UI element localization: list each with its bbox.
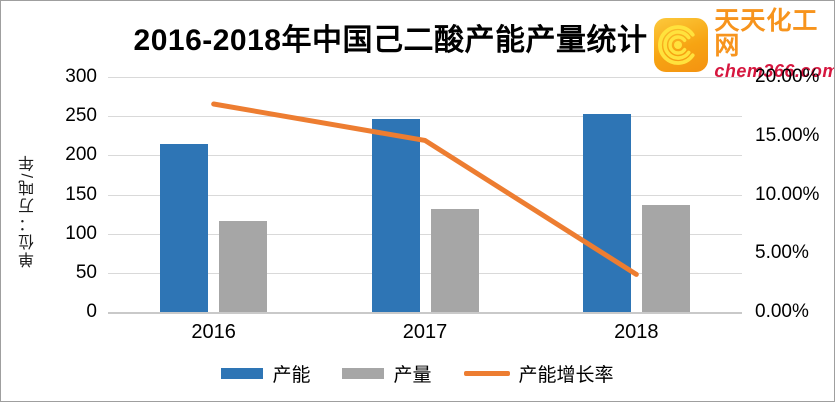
x-axis-label: 2018 bbox=[614, 321, 659, 343]
title-row: 2016-2018年中国己二酸产能产量统计 bbox=[1, 15, 834, 59]
legend-item-产能增长率: 产能增长率 bbox=[463, 360, 614, 387]
gridline bbox=[108, 312, 742, 314]
legend-item-产量: 产量 bbox=[342, 360, 432, 387]
left-axis-tick: 150 bbox=[65, 183, 97, 205]
bar-产能-2018 bbox=[582, 113, 631, 312]
gridline bbox=[108, 194, 742, 196]
brand-logo-icon bbox=[654, 17, 709, 72]
legend-swatch-产能 bbox=[221, 368, 264, 379]
concentric-arcs-icon bbox=[658, 24, 695, 65]
left-axis-tick: 200 bbox=[65, 144, 97, 166]
plot-area bbox=[108, 77, 742, 314]
bar-产量-2017 bbox=[430, 209, 479, 312]
brand-text: 天天化工网 chem366.com bbox=[714, 7, 835, 81]
brand-logo: 天天化工网 chem366.com bbox=[654, 7, 835, 81]
brand-name: 天天化工网 bbox=[714, 7, 819, 60]
legend-label-产能增长率: 产能增长率 bbox=[518, 365, 614, 386]
legend-swatch-产能增长率 bbox=[463, 371, 510, 376]
left-axis-tick: 50 bbox=[75, 261, 97, 283]
right-axis-tick: 15.00% bbox=[755, 124, 820, 146]
gridline bbox=[108, 272, 742, 274]
bar-产量-2016 bbox=[219, 221, 268, 312]
bar-产能-2016 bbox=[160, 143, 209, 312]
right-axis-tick: 0.00% bbox=[755, 301, 809, 322]
left-axis-tick: 300 bbox=[65, 66, 97, 87]
gridline bbox=[108, 116, 742, 118]
legend-item-产能: 产能 bbox=[221, 360, 310, 387]
x-axis-label: 2017 bbox=[402, 321, 448, 343]
legend-label-产量: 产量 bbox=[393, 365, 432, 386]
bar-产能-2017 bbox=[371, 119, 420, 312]
right-axis-tick: 5.00% bbox=[755, 242, 809, 264]
gridline bbox=[108, 77, 742, 78]
gridline bbox=[108, 233, 742, 235]
legend-label-产能: 产能 bbox=[272, 365, 311, 386]
left-axis-tick: 0 bbox=[86, 301, 97, 322]
growth-line bbox=[211, 101, 639, 277]
bar-产量-2018 bbox=[641, 204, 690, 312]
x-axis-label: 2016 bbox=[191, 321, 236, 343]
left-axis-tick: 250 bbox=[65, 105, 97, 127]
gridline bbox=[108, 155, 742, 157]
brand-domain: chem366.com bbox=[714, 61, 835, 81]
right-axis-tick: 10.00% bbox=[755, 183, 820, 205]
right-axis-tick: 20.00% bbox=[755, 66, 820, 87]
chart-title: 2016-2018年中国己二酸产能产量统计 bbox=[133, 24, 648, 57]
left-axis-tick: 100 bbox=[65, 222, 97, 244]
legend: 产能 产量 产能增长率 bbox=[1, 360, 834, 387]
legend-swatch-产量 bbox=[342, 368, 385, 379]
